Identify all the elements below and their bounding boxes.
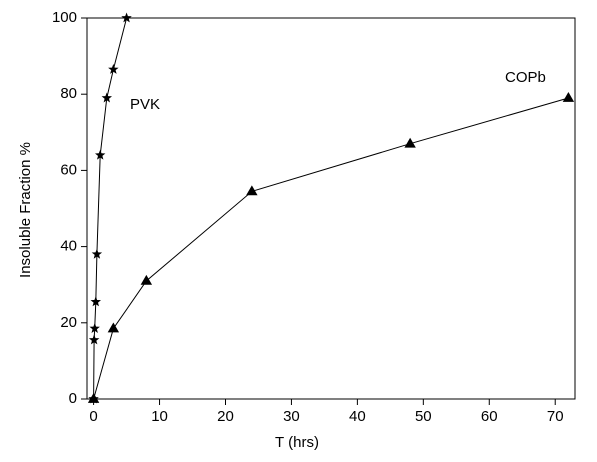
data-point <box>87 393 100 403</box>
data-point <box>95 149 106 160</box>
data-point <box>246 185 258 196</box>
x-tick-label: 60 <box>481 408 498 425</box>
x-tick-label: 40 <box>349 408 366 425</box>
data-point <box>90 296 101 307</box>
series-label: COPb <box>505 69 546 86</box>
plot-frame <box>86 17 576 400</box>
series-line <box>93 97 569 400</box>
y-tick-label: 40 <box>60 238 77 255</box>
data-point <box>89 323 100 333</box>
y-tick-label: 20 <box>60 314 77 331</box>
data-point <box>88 334 100 345</box>
x-tick-label: 20 <box>217 408 234 425</box>
y-tick-label: 60 <box>60 161 77 178</box>
series-label: PVK <box>130 96 160 113</box>
x-tick-label: 50 <box>415 408 432 425</box>
x-tick-label: 0 <box>89 408 97 425</box>
x-tick-label: 70 <box>547 408 564 425</box>
data-point <box>101 92 112 103</box>
y-tick-label: 100 <box>52 9 77 26</box>
data-point <box>140 274 153 285</box>
data-point <box>91 248 103 259</box>
x-tick-label: 10 <box>151 408 168 425</box>
data-point <box>107 322 120 333</box>
y-tick-label: 0 <box>69 390 77 407</box>
data-point <box>404 137 416 148</box>
x-tick-label: 30 <box>283 408 300 425</box>
y-tick-label: 80 <box>60 85 77 102</box>
data-point <box>562 92 575 102</box>
data-point <box>108 63 119 74</box>
x-axis-label: T (hrs) <box>275 434 319 451</box>
data-point <box>121 12 132 23</box>
y-axis-label: Insoluble Fraction % <box>17 142 34 278</box>
